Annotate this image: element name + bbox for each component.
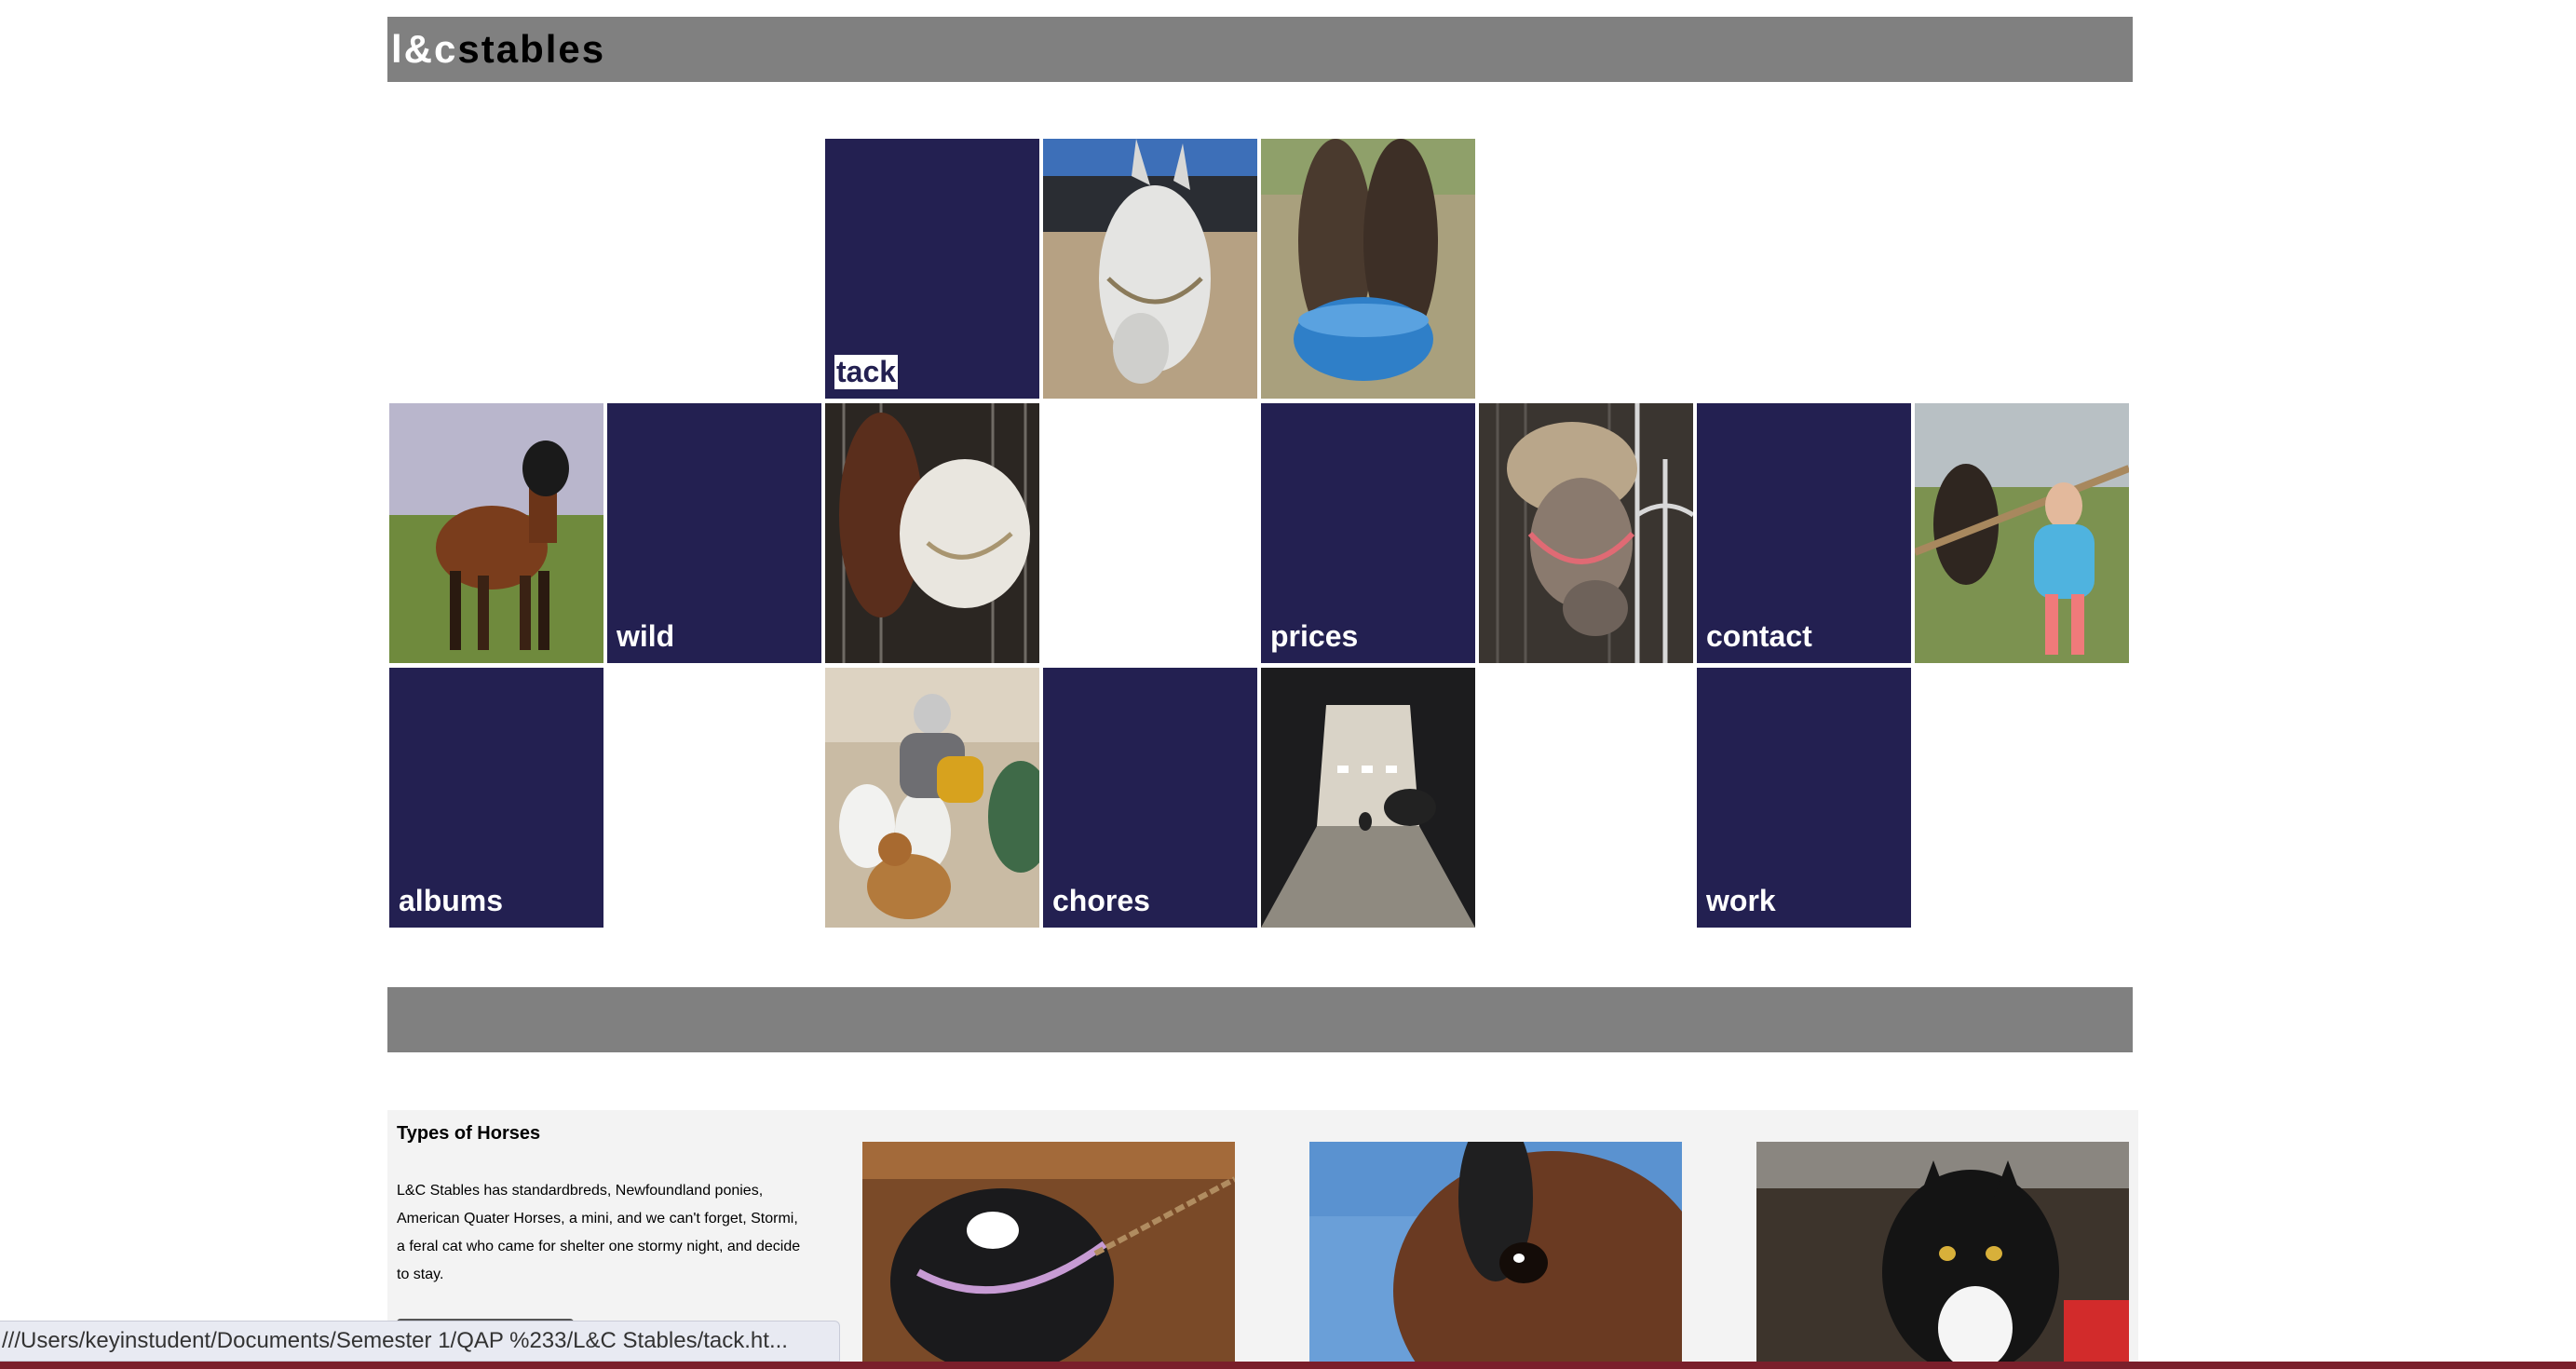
nav-label-albums: albums (399, 884, 504, 917)
section-body: L&C Stables has standardbreds, Newfoundl… (397, 1183, 801, 1282)
window-bottom-edge (0, 1362, 2576, 1369)
section-divider-bar (387, 987, 2133, 1052)
horses-eating-photo (1261, 139, 1475, 399)
nav-tile-chores[interactable]: chores (1043, 668, 1257, 928)
nav-tile-prices[interactable]: prices (1261, 403, 1475, 663)
nav-tile-contact[interactable]: contact (1697, 403, 1911, 663)
site-header: l&cstables (387, 17, 2133, 82)
pony-halter-photo (862, 1142, 1235, 1365)
nav-tile-wild[interactable]: wild (607, 403, 821, 663)
pony-stall-photo (1479, 403, 1693, 663)
horses-stall-photo (825, 403, 1039, 663)
site-logo[interactable]: l&cstables (391, 27, 606, 71)
nav-label-tack: tack (834, 355, 899, 389)
nav-label-prices: prices (1270, 619, 1359, 653)
nav-label-contact: contact (1706, 619, 1812, 653)
stormi-cat-photo (1756, 1142, 2129, 1365)
nav-label-wild: wild (617, 619, 675, 653)
browser-status-url: ///Users/keyinstudent/Documents/Semester… (0, 1321, 840, 1362)
girl-horse-photo (1915, 403, 2129, 663)
nav-tile-albums[interactable]: albums (389, 668, 603, 928)
grey-horse-photo (1043, 139, 1257, 399)
bay-horse-field-photo (389, 403, 603, 663)
section-title: Types of Horses (397, 1123, 541, 1144)
barn-aisle-photo (1261, 668, 1475, 928)
nav-tile-work[interactable]: work (1697, 668, 1911, 928)
horse-eye-photo (1309, 1142, 1682, 1365)
nav-label-work: work (1706, 884, 1776, 917)
nav-label-chores: chores (1052, 884, 1150, 917)
nav-tile-tack[interactable]: tack (825, 139, 1039, 399)
family-dog-photo (825, 668, 1039, 928)
